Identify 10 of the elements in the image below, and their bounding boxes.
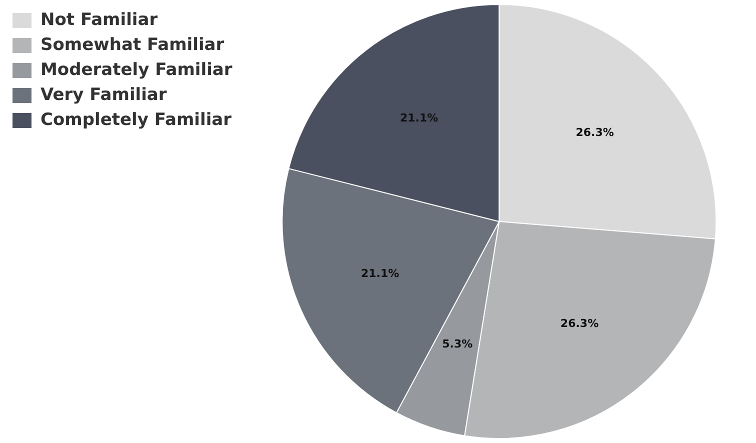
legend-label: Not Familiar (40, 10, 158, 30)
data-label: 26.3% (576, 126, 614, 140)
legend-label: Completely Familiar (40, 110, 232, 130)
data-label: 21.1% (360, 266, 400, 280)
data-label: 21.1% (400, 112, 438, 125)
legend-label: Somewhat Familiar (40, 34, 225, 55)
legend-label: Very Familiar (40, 84, 168, 105)
legend-label: Moderately Familiar (40, 60, 233, 80)
data-label: 5.3% (442, 338, 473, 351)
data-label: 26.3% (560, 316, 599, 330)
